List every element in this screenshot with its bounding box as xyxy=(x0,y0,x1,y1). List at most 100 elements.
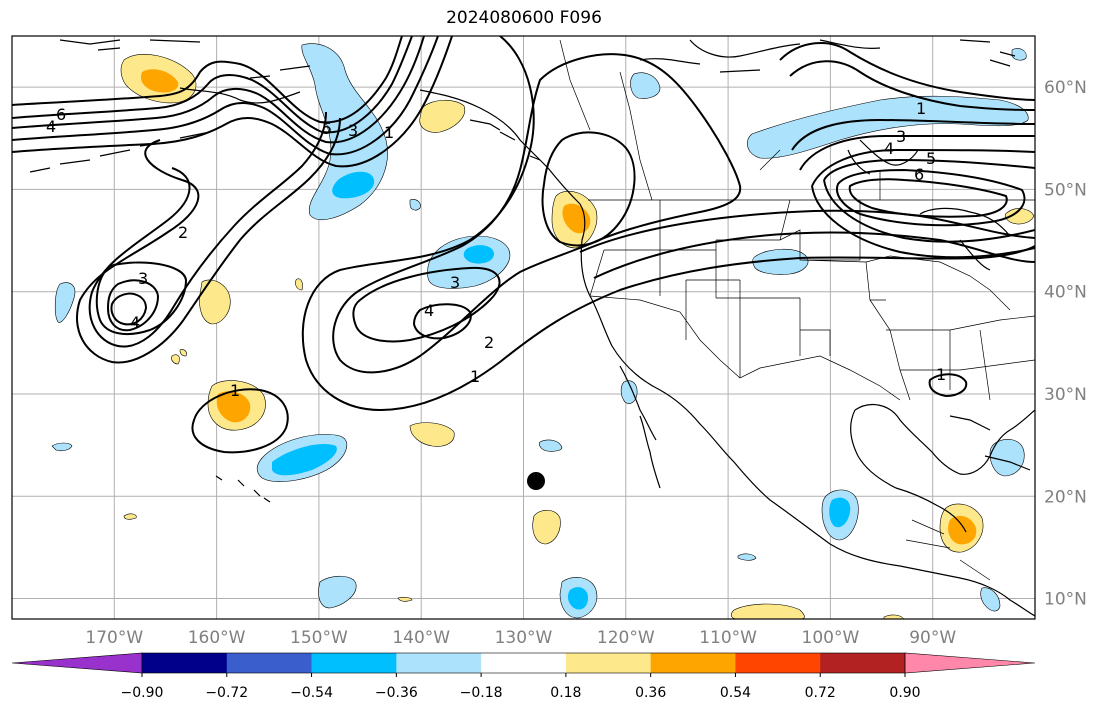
contour-label: 4 xyxy=(130,313,140,332)
shade-negative xyxy=(630,72,661,99)
shade-negative xyxy=(51,442,73,452)
latitude-tick-label: 10°N xyxy=(1044,590,1087,610)
shade-negative xyxy=(272,443,337,476)
shade-negative xyxy=(829,497,851,528)
contour-label: 1 xyxy=(230,381,240,400)
map-frame xyxy=(11,35,1036,620)
colorbar-bin xyxy=(481,653,567,673)
contour-label: 1 xyxy=(384,123,394,142)
shade-negative xyxy=(463,245,494,264)
longitude-labels: 170°W 160°W 150°W 140°W 130°W 120°W 110°W 100°W… xyxy=(85,628,956,648)
shade-positive xyxy=(295,278,303,291)
shade-positive xyxy=(216,391,251,423)
location-marker xyxy=(527,472,545,490)
contour-labels: 6 4 5 3 1 2 3 4 1 2 3 4 1 1 3 4 5 6 1 xyxy=(46,99,946,400)
colorbar-tick-label: 0.72 xyxy=(805,685,836,701)
contour-label: 1 xyxy=(470,367,480,386)
shade-negative xyxy=(567,587,588,610)
shade-negative xyxy=(989,439,1025,477)
longitude-tick-label: 170°W xyxy=(85,628,143,648)
contour-label: 1 xyxy=(936,365,946,384)
contour-label: 3 xyxy=(348,121,358,140)
longitude-tick-label: 160°W xyxy=(188,628,246,648)
shade-negative xyxy=(980,587,1001,612)
latitude-tick-label: 40°N xyxy=(1044,283,1087,303)
colorbar-tick-label: −0.54 xyxy=(290,685,333,701)
latitude-tick-label: 60°N xyxy=(1044,78,1087,98)
shade-negative xyxy=(538,439,563,452)
longitude-tick-label: 110°W xyxy=(699,628,757,648)
colorbar-bin xyxy=(226,653,313,673)
shade-positive xyxy=(397,596,413,602)
shade-negative xyxy=(54,282,76,323)
contour-label: 5 xyxy=(322,119,332,138)
colorbar-bin xyxy=(565,653,652,673)
shade-negative xyxy=(1011,48,1027,61)
shade-negative xyxy=(737,553,757,561)
colorbar-extend-high xyxy=(904,652,1036,674)
shade-positive xyxy=(948,515,977,545)
longitude-tick-label: 120°W xyxy=(597,628,655,648)
contour-label: 3 xyxy=(896,127,906,146)
shade-positive xyxy=(883,614,905,619)
shade-positive xyxy=(730,603,805,619)
colorbar-bin xyxy=(396,653,482,673)
latitude-tick-label: 50°N xyxy=(1044,180,1087,200)
colorbar-tick-label: −0.36 xyxy=(375,685,418,701)
contour-label: 5 xyxy=(926,149,936,168)
colorbar-tick-label: −0.72 xyxy=(205,685,248,701)
longitude-tick-label: 100°W xyxy=(802,628,860,648)
contour-label: 1 xyxy=(916,99,926,118)
colorbar-tick-label: −0.90 xyxy=(121,685,164,701)
longitude-tick-label: 140°W xyxy=(392,628,450,648)
shade-positive xyxy=(1004,208,1035,225)
shade-negative xyxy=(318,575,357,609)
colorbar: −0.90 −0.72 −0.54 −0.36 −0.18 0.18 0.36 0.54 0.7… xyxy=(11,652,1036,701)
contour-label: 4 xyxy=(884,139,894,158)
latitude-tick-label: 30°N xyxy=(1044,385,1087,405)
contour-label: 2 xyxy=(484,333,494,352)
political-borders xyxy=(559,39,1035,581)
shade-negative xyxy=(332,171,375,199)
colorbar-bin xyxy=(735,653,821,673)
shade-positive xyxy=(419,99,466,133)
colorbar-tick-label: 0.54 xyxy=(720,685,751,701)
longitude-tick-label: 130°W xyxy=(495,628,553,648)
colorbar-tick-label: 0.90 xyxy=(889,685,920,701)
contour-label: 6 xyxy=(914,165,924,184)
colorbar-tick-label: −0.18 xyxy=(460,685,503,701)
longitude-tick-label: 150°W xyxy=(290,628,348,648)
shade-negative xyxy=(747,95,1029,159)
contour-label: 4 xyxy=(424,301,434,320)
shade-positive xyxy=(179,349,187,357)
longitude-tick-label: 90°W xyxy=(909,628,956,648)
shade-positive xyxy=(409,422,455,447)
latitude-labels: 10°N 20°N 30°N 40°N 50°N 60°N xyxy=(1044,78,1087,609)
contour-label: 6 xyxy=(56,105,66,124)
colorbar-tick-label: 0.18 xyxy=(550,685,581,701)
colorbar-frame xyxy=(141,652,906,674)
shade-positive xyxy=(171,354,180,365)
shade-negative xyxy=(620,380,638,404)
shade-positive xyxy=(199,279,231,325)
shade-positive xyxy=(123,513,137,520)
colorbar-bin xyxy=(820,653,906,673)
contour-label: 2 xyxy=(178,223,188,242)
colorbar-bin xyxy=(311,653,397,673)
colorbar-bin xyxy=(142,653,228,673)
shaded-anomalies xyxy=(51,43,1035,619)
contour-label: 3 xyxy=(138,269,148,288)
colorbar-extend-low xyxy=(11,652,143,674)
latitude-tick-label: 20°N xyxy=(1044,487,1087,507)
contour-lines xyxy=(12,36,1035,454)
shade-negative xyxy=(409,199,421,211)
shade-positive xyxy=(532,509,561,545)
contour-label: 4 xyxy=(46,117,56,136)
shade-positive xyxy=(140,69,179,93)
coastlines xyxy=(29,39,1035,617)
colorbar-bin xyxy=(650,653,736,673)
contour-label: 3 xyxy=(450,273,460,292)
colorbar-tick-label: 0.36 xyxy=(635,685,666,701)
map-title: 2024080600 F096 xyxy=(446,8,602,28)
